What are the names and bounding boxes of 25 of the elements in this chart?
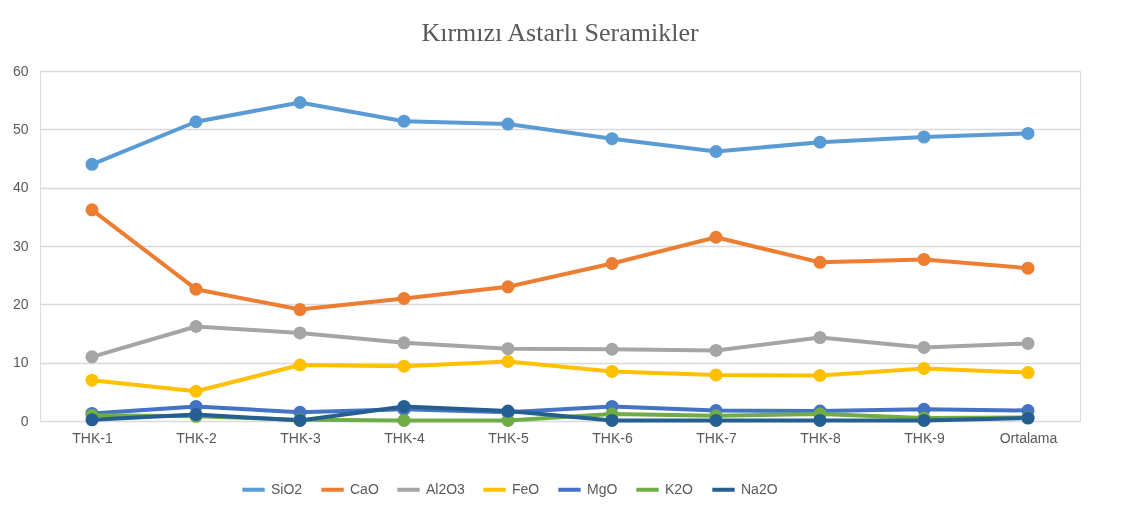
x-tick-label: THK-9 <box>904 429 945 446</box>
x-tick-label: THK-1 <box>72 429 113 446</box>
y-tick-label: 60 <box>12 62 29 79</box>
legend-label: Al2O3 <box>426 480 466 497</box>
y-tick-label: 30 <box>12 237 29 254</box>
x-tick-label: THK-3 <box>280 429 321 446</box>
x-tick-label: THK-7 <box>696 429 737 446</box>
legend-label: MgO <box>587 480 618 497</box>
y-tick-label: 20 <box>12 295 29 312</box>
x-tick-label: THK-6 <box>592 429 633 446</box>
y-tick-label: 50 <box>12 120 29 137</box>
chart-title: Kırmızı Astarlı Seramikler <box>421 18 699 47</box>
legend-label: Na2O <box>741 480 778 497</box>
x-tick-label: THK-8 <box>800 429 841 446</box>
x-tick-label: Ortalama <box>999 429 1058 446</box>
y-tick-label: 40 <box>12 179 29 196</box>
x-tick-label: THK-4 <box>384 429 425 446</box>
legend-label: CaO <box>350 480 379 497</box>
y-tick-label: 0 <box>20 412 29 429</box>
x-tick-label: THK-2 <box>176 429 217 446</box>
legend-label: K2O <box>665 480 694 497</box>
x-tick-label: THK-5 <box>488 429 529 446</box>
legend-label: SiO2 <box>271 480 303 497</box>
legend-label: FeO <box>512 480 540 497</box>
y-tick-label: 10 <box>12 354 29 371</box>
